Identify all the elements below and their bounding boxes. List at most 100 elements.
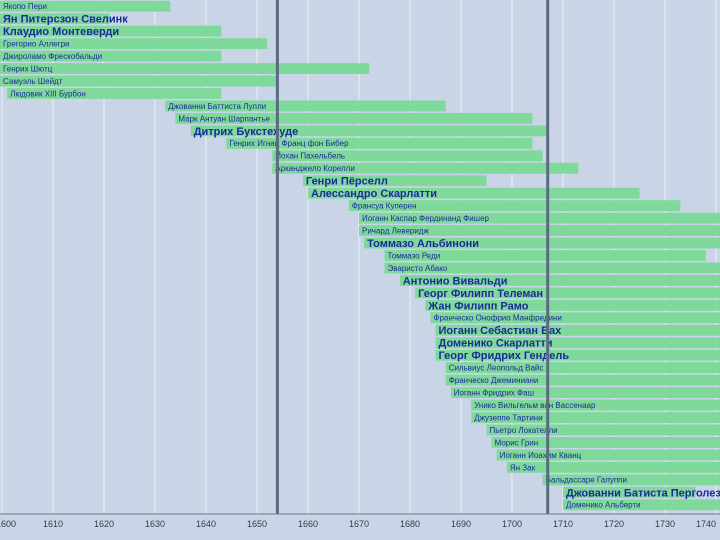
lifespan-bar bbox=[563, 486, 696, 498]
composer-name: Ян Зак bbox=[510, 463, 536, 472]
composer-row: Иоганн Иоахим Кванц bbox=[496, 449, 720, 461]
lifespan-bar bbox=[0, 0, 171, 12]
composer-row: Франческо Онофрио Манфредини bbox=[430, 312, 720, 324]
x-tick-label: 1710 bbox=[553, 519, 573, 529]
composer-name: Джованни Батиста Перголези bbox=[566, 487, 720, 499]
composer-row: Морис Грин bbox=[491, 437, 720, 448]
composer-name: Ричард Леверидж bbox=[362, 226, 429, 235]
lifespan-bar bbox=[226, 137, 533, 149]
composer-name: Генрих Шютц bbox=[3, 64, 53, 73]
composer-name: Йохан Пахельбель bbox=[275, 152, 345, 161]
x-axis: 1600 1610 1620 1630 1640 1650 1660 1670 1680 1690… bbox=[0, 513, 720, 529]
composer-name: Джироламо Фрескобальди bbox=[3, 52, 102, 61]
lifespan-bar bbox=[435, 349, 720, 361]
composer-name: Арканджело Корелли bbox=[275, 164, 355, 173]
composer-name: Унико Вильгельм ван Вассенаар bbox=[474, 401, 596, 410]
composer-row: Йохан Пахельбель bbox=[272, 150, 543, 162]
composer-name: Бальдассаре Галуппи bbox=[546, 476, 627, 485]
lifespan-bar bbox=[399, 274, 720, 286]
lifespan-bar bbox=[302, 175, 487, 187]
lifespan-bar bbox=[359, 225, 720, 237]
lifespan-bar bbox=[348, 200, 681, 212]
lifespan-bar bbox=[496, 449, 720, 461]
lifespan-bar bbox=[0, 50, 222, 62]
x-tick-label: 1670 bbox=[349, 519, 369, 529]
lifespan-bar bbox=[0, 13, 110, 25]
composer-name: Алессандро Скарлатти bbox=[311, 188, 437, 200]
lifespan-bar bbox=[435, 337, 720, 349]
lifespan-bar bbox=[308, 187, 640, 199]
lifespan-bar bbox=[384, 262, 720, 274]
lifespan-bar bbox=[7, 88, 222, 99]
composer-row: Жан Филипп Рамо bbox=[425, 299, 720, 312]
composer-name: Иоганн Фридрих Фаш bbox=[454, 388, 534, 397]
composer-row: Иоганн Каспар Фердинанд Фишер bbox=[359, 212, 720, 224]
lifespan-bar bbox=[0, 63, 370, 74]
composer-row: Георг Фридрих Гендель bbox=[435, 349, 720, 362]
composer-row: Генри Пёрселл bbox=[302, 175, 487, 188]
lifespan-bar bbox=[0, 25, 222, 37]
lifespan-bar bbox=[471, 412, 720, 423]
composer-row: Марк Антуан Шарпантье bbox=[175, 112, 533, 124]
composer-row: Пьетро Локателли bbox=[486, 424, 720, 436]
composer-row: Джованни Баттиста Лулли bbox=[165, 100, 446, 112]
lifespan-bar bbox=[425, 299, 720, 311]
composer-row: Томмазо Альбинони bbox=[364, 237, 720, 250]
composer-row: Франческо Джеминиани bbox=[445, 374, 720, 386]
composer-row: Бальдассаре Галуппи bbox=[542, 474, 720, 486]
composer-name: Франческо Джеминиани bbox=[449, 376, 539, 385]
composer-row: Иоганн Себастиан Бах bbox=[435, 324, 720, 337]
composer-row: Томмазо Реди bbox=[384, 250, 706, 261]
composer-row: Джироламо Фрескобальди bbox=[0, 50, 222, 62]
composer-row: Унико Вильгельм ван Вассенаар bbox=[471, 399, 720, 411]
lifespan-bar bbox=[272, 150, 543, 162]
lifespan-bar bbox=[190, 125, 548, 137]
composer-name: Якопо Пери bbox=[3, 2, 47, 11]
composer-name: Генри Пёрселл bbox=[306, 176, 388, 188]
composer-name: Томмазо Альбинони bbox=[367, 238, 479, 250]
lifespan-bar bbox=[272, 162, 579, 174]
composer-row: Самуэль Шейдт bbox=[0, 75, 278, 87]
composer-row: Якопо Пери bbox=[0, 0, 171, 12]
x-tick-label: 1640 bbox=[196, 519, 216, 529]
lifespan-bar bbox=[384, 250, 706, 261]
lifespan-bar bbox=[450, 387, 720, 399]
composer-row: Людовик XIII Бурбон bbox=[7, 88, 222, 99]
x-tick-label: 1730 bbox=[655, 519, 675, 529]
lifespan-bar bbox=[175, 112, 533, 124]
composer-row: Джузеппе Тартини bbox=[471, 412, 720, 423]
x-tick-label: 1680 bbox=[400, 519, 420, 529]
lifespan-bar bbox=[0, 75, 278, 87]
composer-name: Георг Фридрих Гендель bbox=[439, 350, 570, 362]
composer-name: Доменико Альберти bbox=[566, 501, 641, 510]
lifespan-bar bbox=[471, 399, 720, 411]
composer-row: Алессандро Скарлатти bbox=[308, 187, 640, 200]
composer-name: Самуэль Шейдт bbox=[3, 77, 63, 86]
x-tick-label: 1720 bbox=[604, 519, 624, 529]
x-tick-label: 1600 bbox=[0, 519, 16, 529]
composer-row: Ричард Леверидж bbox=[359, 225, 720, 237]
composer-name: Пьетро Локателли bbox=[490, 426, 558, 435]
composer-name: Джузеппе Тартини bbox=[474, 413, 543, 422]
composer-row: Джованни Батиста Перголези bbox=[563, 486, 720, 499]
composer-row: Иоганн Фридрих Фаш bbox=[450, 387, 720, 399]
composer-name: Ян Питерсзон Свелинк bbox=[3, 14, 128, 26]
x-tick-label: 1690 bbox=[451, 519, 471, 529]
composer-name: Франческо Онофрио Манфредини bbox=[433, 314, 562, 323]
composer-row: Генрих Шютц bbox=[0, 63, 370, 74]
composer-name: Антонио Вивальди bbox=[403, 275, 508, 287]
composer-name: Франсуа Куперен bbox=[352, 202, 417, 211]
composer-row: Антонио Вивальди bbox=[399, 274, 720, 287]
lifespan-bar bbox=[415, 287, 720, 299]
x-tick-label: 1700 bbox=[502, 519, 522, 529]
composer-row: Генрих Игнац Франц фон Бибер bbox=[226, 137, 533, 149]
composer-row: Клаудио Монтеверди bbox=[0, 25, 222, 38]
x-tick-label: 1740 bbox=[696, 519, 716, 529]
composer-row: Эваристо Абако bbox=[384, 262, 720, 274]
lifespan-bar bbox=[0, 38, 268, 50]
x-tick-label: 1630 bbox=[145, 519, 165, 529]
lifespan-bar bbox=[445, 362, 720, 374]
composer-row: Доменико Скарлатти bbox=[435, 337, 720, 350]
